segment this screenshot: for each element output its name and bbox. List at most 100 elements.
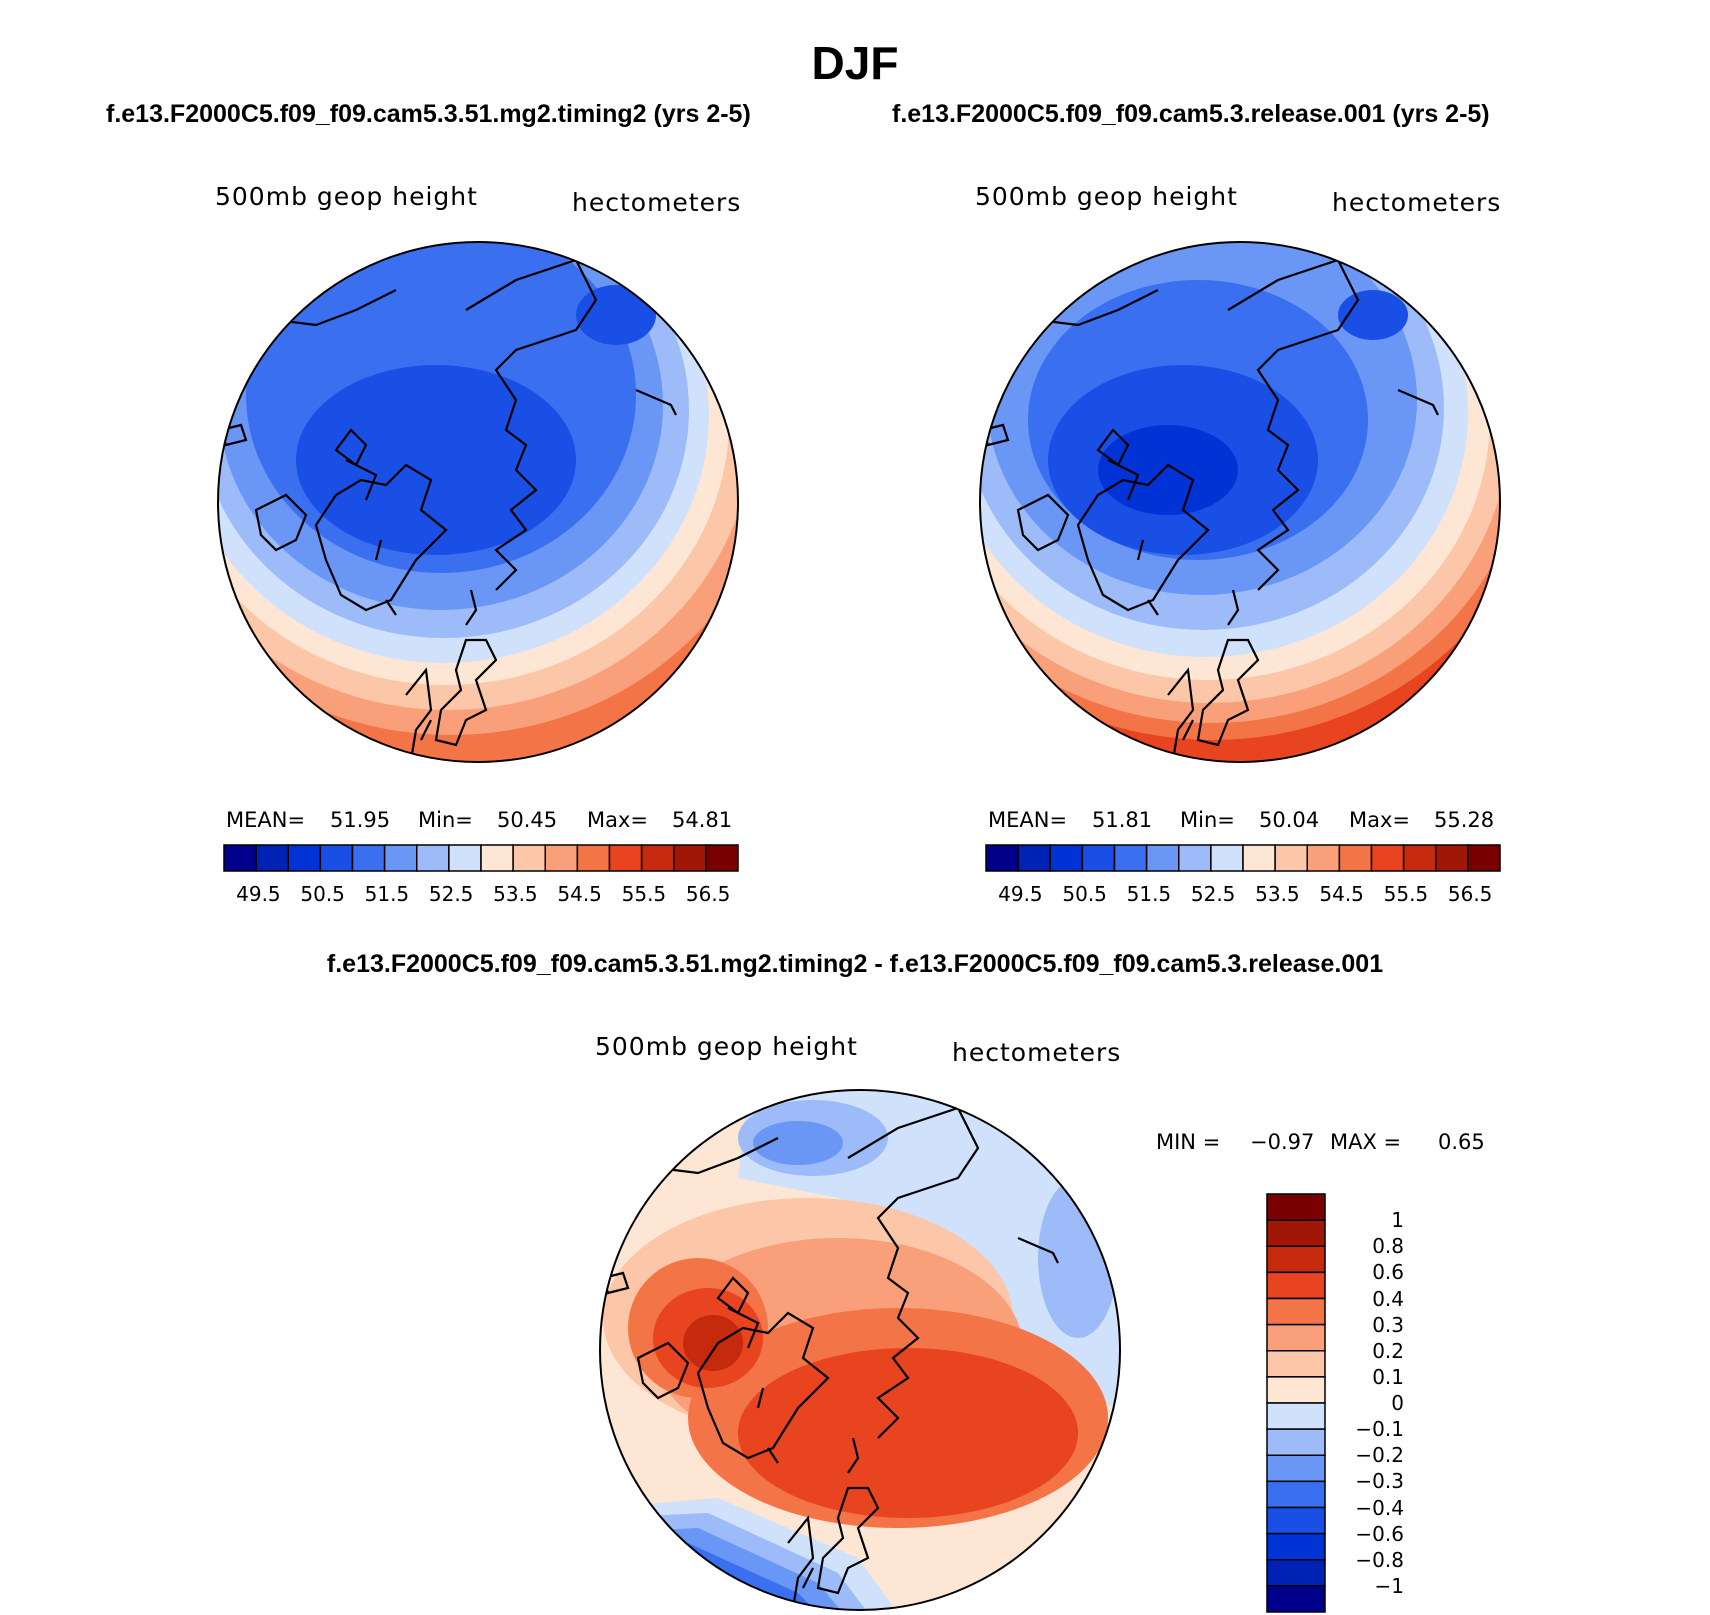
left-min-label: Min= xyxy=(418,808,473,832)
colorbar-swatch xyxy=(1266,1402,1326,1430)
colorbar-tick-label: 51.5 xyxy=(364,882,410,906)
left-mean-value: 51.95 xyxy=(330,808,391,832)
colorbar-swatch xyxy=(1113,844,1148,872)
colorbar-swatch xyxy=(1081,844,1116,872)
colorbar-tick-label: 55.5 xyxy=(1383,882,1429,906)
colorbar-swatch xyxy=(1266,1271,1326,1300)
colorbar-tick-label: 0.6 xyxy=(1372,1260,1404,1285)
colorbar-swatch xyxy=(480,844,514,872)
colorbar-swatch xyxy=(1266,1480,1326,1509)
left-colorbar xyxy=(223,844,739,872)
colorbar-tick-label: 52.5 xyxy=(1190,882,1236,906)
colorbar-swatch xyxy=(416,844,450,872)
colorbar-swatch xyxy=(1338,844,1373,872)
colorbar-swatch xyxy=(576,844,611,872)
colorbar-swatch xyxy=(1017,844,1051,872)
right-colorbar xyxy=(985,844,1501,872)
colorbar-swatch xyxy=(1435,844,1469,872)
colorbar-swatch xyxy=(1370,844,1405,872)
right-mean-value: 51.81 xyxy=(1092,808,1153,832)
difference-polar-map xyxy=(599,1089,1121,1611)
colorbar-tick-label: 50.5 xyxy=(1062,882,1107,906)
colorbar-swatch xyxy=(1402,844,1437,872)
colorbar-tick-label: 0.3 xyxy=(1372,1312,1404,1337)
colorbar-swatch xyxy=(1274,844,1308,872)
colorbar-tick-label: 53.5 xyxy=(1255,882,1300,906)
difference-case-title: f.e13.F2000C5.f09_f09.cam5.3.51.mg2.timi… xyxy=(326,950,1384,978)
colorbar-tick-label: 53.5 xyxy=(493,882,538,906)
right-case-title: f.e13.F2000C5.f09_f09.cam5.3.release.001… xyxy=(892,100,1490,128)
colorbar-swatch xyxy=(1467,844,1501,872)
colorbar-tick-label: 0.4 xyxy=(1372,1286,1404,1311)
diff-units-label: hectometers xyxy=(952,1038,1122,1067)
colorbar-tick-label: −0.1 xyxy=(1355,1417,1404,1442)
colorbar-swatch xyxy=(383,844,418,872)
colorbar-tick-label: 0.8 xyxy=(1372,1234,1404,1259)
colorbar-swatch xyxy=(608,844,643,872)
colorbar-tick-label: 54.5 xyxy=(1319,882,1364,906)
colorbar-swatch xyxy=(673,844,707,872)
colorbar-swatch xyxy=(1145,844,1180,872)
colorbar-tick-label: 49.5 xyxy=(236,882,281,906)
colorbar-swatch xyxy=(1266,1559,1326,1587)
colorbar-swatch xyxy=(319,844,354,872)
colorbar-tick-label: −0.3 xyxy=(1355,1469,1404,1494)
colorbar-tick-label: 52.5 xyxy=(428,882,474,906)
right-max-label: Max= xyxy=(1349,808,1411,832)
colorbar-swatch xyxy=(1266,1506,1326,1535)
colorbar-tick-label: 56.5 xyxy=(1447,882,1493,906)
colorbar-swatch xyxy=(1266,1532,1326,1561)
colorbar-tick-label: −0.2 xyxy=(1355,1443,1404,1468)
left-colorbar-ticks: 49.5 50.5 51.5 52.5 53.5 54.5 55.5 56.5 xyxy=(224,882,738,908)
colorbar-tick-label: 1 xyxy=(1391,1208,1404,1233)
colorbar-tick-label: −1 xyxy=(1374,1573,1404,1598)
colorbar-swatch xyxy=(1306,844,1341,872)
difference-colorbar-ticks: 1 0.8 0.6 0.4 0.3 0.2 0.1 0 −0.1 −0.2 −0.3 −0.4 −0.6… xyxy=(1336,1193,1436,1613)
colorbar-swatch xyxy=(448,844,482,872)
left-max-label: Max= xyxy=(587,808,649,832)
left-case-title: f.e13.F2000C5.f09_f09.cam5.3.51.mg2.timi… xyxy=(106,100,751,128)
colorbar-swatch xyxy=(1266,1323,1326,1352)
diff-min-value: −0.97 xyxy=(1250,1130,1315,1154)
difference-colorbar xyxy=(1266,1193,1326,1613)
colorbar-swatch xyxy=(640,844,675,872)
colorbar-swatch xyxy=(351,844,386,872)
left-mean-label: MEAN= xyxy=(226,808,306,832)
colorbar-tick-label: 0.2 xyxy=(1372,1338,1404,1363)
colorbar-swatch xyxy=(1266,1350,1326,1378)
colorbar-tick-label: 50.5 xyxy=(300,882,345,906)
left-max-value: 54.81 xyxy=(672,808,733,832)
colorbar-tick-label: 49.5 xyxy=(998,882,1043,906)
right-colorbar-ticks: 49.5 50.5 51.5 52.5 53.5 54.5 55.5 56.5 xyxy=(986,882,1500,908)
right-units-label: hectometers xyxy=(1332,188,1502,217)
colorbar-swatch xyxy=(1210,844,1244,872)
diff-min-label: MIN = xyxy=(1156,1130,1221,1154)
colorbar-swatch xyxy=(1266,1376,1326,1404)
left-polar-map xyxy=(217,241,739,763)
colorbar-tick-label: 51.5 xyxy=(1126,882,1172,906)
colorbar-swatch xyxy=(1178,844,1212,872)
colorbar-swatch xyxy=(544,844,579,872)
colorbar-swatch xyxy=(1266,1428,1326,1456)
colorbar-tick-label: −0.8 xyxy=(1355,1547,1404,1572)
colorbar-swatch xyxy=(1266,1585,1326,1613)
colorbar-swatch xyxy=(223,844,257,872)
colorbar-tick-label: 54.5 xyxy=(557,882,602,906)
main-title: DJF xyxy=(811,37,899,89)
diff-max-value: 0.65 xyxy=(1438,1130,1485,1154)
left-units-label: hectometers xyxy=(572,188,742,217)
colorbar-swatch xyxy=(985,844,1019,872)
colorbar-swatch xyxy=(287,844,322,872)
colorbar-tick-label: 0 xyxy=(1391,1391,1404,1415)
diff-variable-label: 500mb geop height xyxy=(595,1032,858,1061)
colorbar-tick-label: 56.5 xyxy=(685,882,731,906)
diff-max-label: MAX = xyxy=(1330,1130,1402,1154)
colorbar-swatch xyxy=(1266,1454,1326,1483)
colorbar-tick-label: 55.5 xyxy=(621,882,667,906)
right-max-value: 55.28 xyxy=(1434,808,1495,832)
colorbar-swatch xyxy=(1049,844,1084,872)
colorbar-swatch xyxy=(255,844,289,872)
right-min-label: Min= xyxy=(1180,808,1235,832)
colorbar-swatch xyxy=(1266,1219,1326,1247)
colorbar-swatch xyxy=(512,844,546,872)
